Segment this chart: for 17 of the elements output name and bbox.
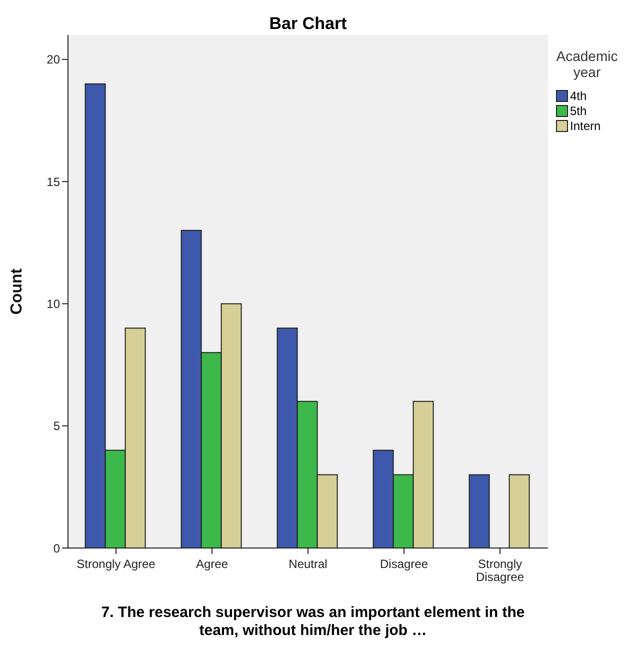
y-tick-label: 0 — [53, 541, 60, 556]
x-tick-label: Neutral — [288, 557, 328, 571]
x-tick-label: Agree — [196, 557, 228, 571]
chart-title: Bar Chart — [268, 14, 348, 34]
x-tick-label: Strongly Disagree — [476, 557, 524, 584]
y-tick-label: 5 — [53, 419, 60, 434]
y-tick-label: 15 — [46, 174, 60, 189]
legend-label: 5th — [570, 104, 587, 118]
x-tick-label: Disagree — [380, 557, 428, 571]
legend-title: Academic year — [556, 48, 618, 80]
y-tick-label: 20 — [46, 52, 60, 67]
x-tick-label: Strongly Agree — [76, 557, 156, 571]
legend-label: Intern — [570, 118, 601, 132]
y-axis-title: Count — [8, 268, 26, 315]
y-tick-label: 10 — [46, 296, 60, 311]
x-axis-title: 7. The research supervisor was an important element in the team, without him/her the job … — [100, 604, 526, 640]
legend-label: 4th — [570, 88, 587, 102]
